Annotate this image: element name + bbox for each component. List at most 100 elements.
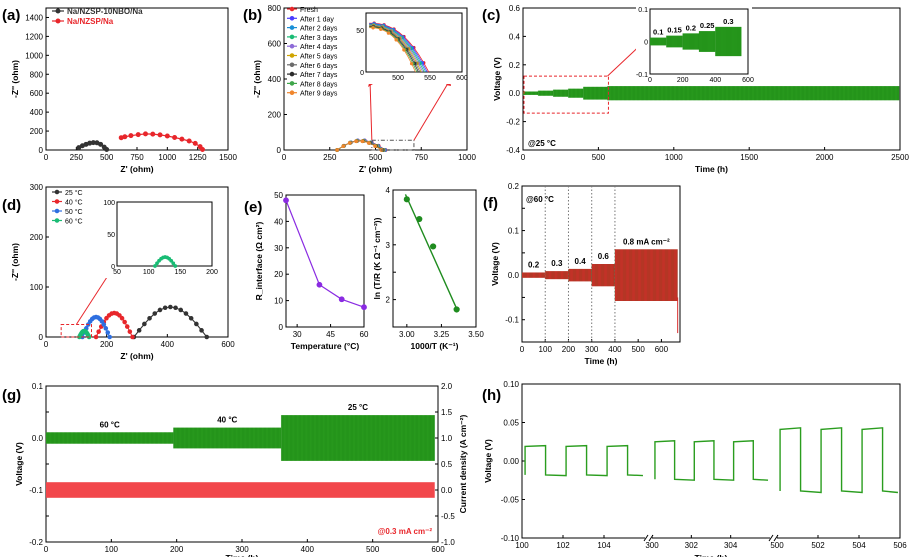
inset-data-point: [394, 38, 398, 42]
inset-y-tick-label: -0.1: [636, 72, 648, 79]
axes-frame: [45, 7, 229, 151]
inset-y-tick-label: 0: [111, 264, 115, 271]
current-step-label: 0.2: [528, 260, 540, 269]
axis-break-mark: [648, 534, 654, 542]
y-tick-label: 40: [274, 217, 283, 226]
legend-marker: [289, 34, 295, 40]
y-tick-label: 10: [274, 297, 283, 306]
data-point: [338, 296, 345, 303]
x-tick-label: 750: [415, 153, 429, 162]
axes-frame: [45, 385, 439, 543]
data-point: [76, 145, 82, 151]
inset-y-tick-label: 0: [360, 70, 364, 77]
data-point: [162, 305, 168, 311]
x-tick-label: 300: [645, 541, 659, 550]
data-point: [204, 334, 210, 340]
legend-marker: [289, 6, 295, 12]
fit-line: [404, 194, 459, 312]
voltage-trace: [779, 427, 899, 494]
inset-x-tick-label: 500: [392, 75, 404, 82]
data-point: [127, 329, 133, 334]
x-tick-label: 400: [161, 340, 175, 349]
y-tick-label: 50: [274, 191, 283, 200]
y2-tick-label: 1.0: [441, 434, 453, 443]
trace-envelope: [583, 86, 608, 100]
y-tick-label: 200: [268, 111, 282, 120]
x-tick-label: 500: [100, 153, 114, 162]
x-tick-label: 3.25: [434, 330, 450, 339]
axis-break-gap: [645, 534, 652, 542]
x-tick-label: 1000: [158, 153, 176, 162]
inset-x-tick-label: 150: [174, 269, 186, 276]
x-tick-label: 1000: [458, 153, 476, 162]
y-tick-label: 800: [30, 70, 44, 79]
x-tick-label: 2000: [816, 153, 834, 162]
data-point: [152, 311, 158, 316]
y-axis-label: Voltage (V): [490, 242, 500, 286]
data-point: [186, 138, 192, 144]
x-axis-label: Z' (ohm): [120, 164, 153, 174]
voltage-trace: [607, 86, 900, 101]
y-tick-label: 0: [39, 333, 44, 342]
data-point: [360, 139, 365, 144]
legend-entry: Na/NZSP-10NBO/Na: [67, 7, 143, 16]
y-tick-label: -0.2: [506, 118, 520, 127]
y-tick-label: 0: [277, 146, 282, 155]
x-tick-label: 600: [431, 545, 445, 554]
inset-data-point: [371, 26, 375, 30]
data-point: [164, 133, 170, 139]
legend-marker: [289, 71, 295, 77]
data-point: [173, 305, 178, 311]
data-point: [124, 324, 130, 329]
x-tick-label: 200: [562, 345, 576, 354]
legend-marker: [55, 8, 61, 14]
x-tick-label: 250: [323, 153, 337, 162]
inset-y-tick-label: 100: [103, 200, 115, 207]
current-step-label: 0.3: [551, 259, 563, 268]
temperature-label: 40 °C: [217, 416, 237, 425]
inset-series-line: [369, 24, 424, 73]
trace-envelope: [591, 264, 615, 287]
trace-envelope: [699, 31, 716, 52]
data-point: [188, 315, 194, 321]
x-tick-label: 750: [130, 153, 144, 162]
legend-marker: [54, 218, 60, 223]
y-tick-label: 0.1: [508, 227, 520, 236]
y-tick-label: 200: [30, 127, 44, 136]
x-tick-label: 45: [326, 330, 335, 339]
voltage-trace: [45, 432, 174, 444]
y-tick-label: 1000: [25, 51, 43, 60]
zoom-arrow: [369, 79, 373, 141]
x-tick-label: 0: [44, 545, 49, 554]
voltage-trace: [654, 440, 769, 481]
y-tick-label: 200: [30, 233, 44, 242]
x-tick-label: 502: [811, 541, 825, 550]
legend-marker: [54, 208, 60, 214]
trace-envelope: [568, 88, 584, 98]
axis-break-mark: [643, 534, 649, 542]
data-point: [142, 321, 147, 327]
x-tick-label: 1500: [219, 153, 237, 162]
trace-envelope: [46, 432, 174, 444]
trace-oscillation: [568, 268, 592, 282]
legend-entry: After 6 days: [300, 63, 338, 70]
data-point: [103, 326, 109, 331]
y-tick-label: 0: [39, 146, 44, 155]
trace-envelope: [568, 268, 592, 282]
x-tick-label: 100: [539, 345, 553, 354]
x-tick-label: 200: [170, 545, 184, 554]
x-tick-label: 0: [282, 153, 287, 162]
panel-label: (e): [244, 199, 262, 216]
x-tick-label: 30: [293, 330, 302, 339]
trace-envelope: [650, 37, 667, 46]
data-point: [104, 315, 109, 321]
inset-series-line: [369, 24, 425, 73]
current-step-label: 0.25: [700, 21, 715, 30]
data-point: [101, 322, 107, 327]
x-tick-label: 0: [44, 153, 49, 162]
y-tick-label: 0.0: [32, 434, 44, 443]
x-tick-label: 302: [685, 541, 699, 550]
data-point: [316, 281, 323, 288]
trace-envelope: [715, 26, 742, 57]
